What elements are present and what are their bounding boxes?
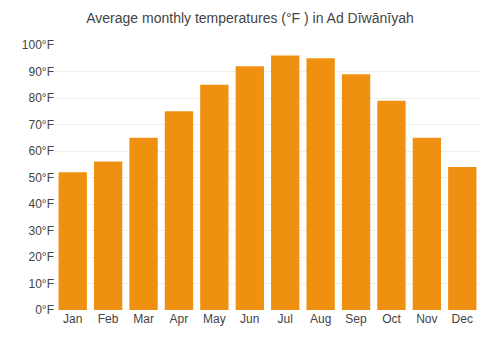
svg-text:40°F: 40°F [29, 197, 54, 211]
svg-text:Jan: Jan [63, 312, 82, 326]
svg-text:May: May [203, 312, 226, 326]
svg-text:20°F: 20°F [29, 250, 54, 264]
svg-text:60°F: 60°F [29, 144, 54, 158]
svg-text:Apr: Apr [170, 312, 189, 326]
svg-text:Average monthly temperatures (: Average monthly temperatures (°F ) in Ad… [86, 10, 414, 26]
svg-text:10°F: 10°F [29, 277, 54, 291]
svg-text:Jul: Jul [278, 312, 293, 326]
svg-text:50°F: 50°F [29, 171, 54, 185]
svg-text:Dec: Dec [452, 312, 473, 326]
svg-text:Feb: Feb [98, 312, 119, 326]
svg-text:0°F: 0°F [35, 303, 54, 317]
svg-text:100°F: 100°F [22, 38, 54, 52]
svg-text:90°F: 90°F [29, 65, 54, 79]
svg-text:Sep: Sep [345, 312, 367, 326]
svg-text:Oct: Oct [382, 312, 401, 326]
svg-text:80°F: 80°F [29, 91, 54, 105]
svg-text:Nov: Nov [416, 312, 437, 326]
svg-text:Jun: Jun [240, 312, 259, 326]
svg-text:70°F: 70°F [29, 118, 54, 132]
svg-text:Mar: Mar [133, 312, 154, 326]
svg-text:Aug: Aug [310, 312, 331, 326]
svg-text:30°F: 30°F [29, 224, 54, 238]
